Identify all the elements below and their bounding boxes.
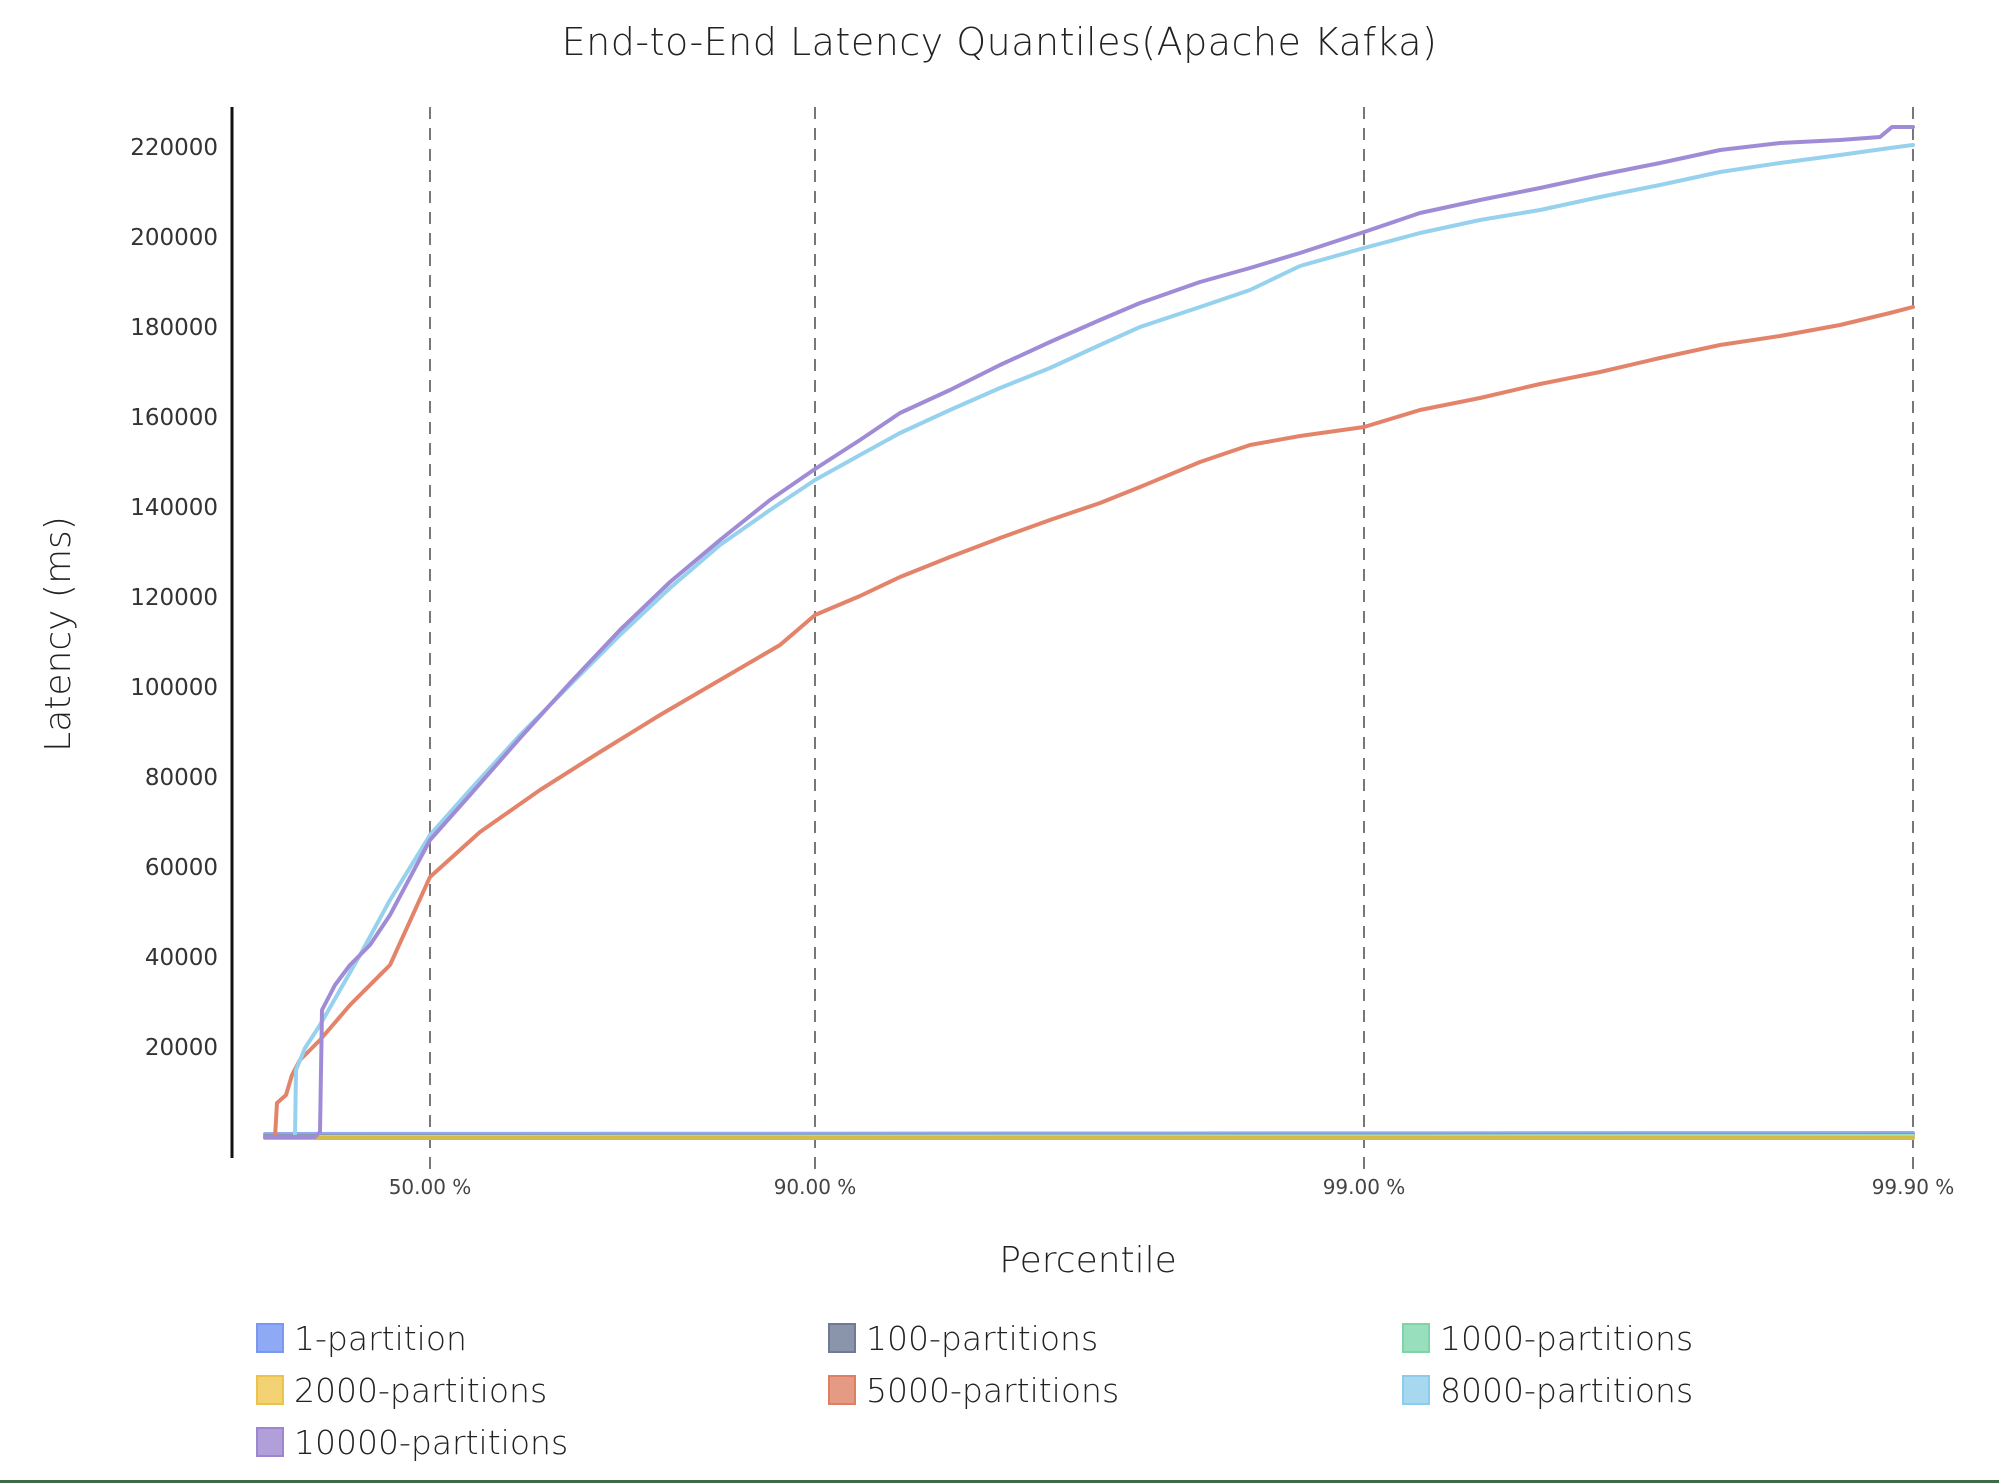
series-lines — [263, 125, 1915, 1140]
y-tick-label: 160000 — [130, 405, 218, 431]
gridlines — [429, 107, 1914, 1172]
legend-swatch — [256, 1427, 284, 1457]
y-tick-label: 120000 — [130, 585, 218, 611]
legend-swatch — [828, 1323, 856, 1353]
chart-title: End-to-End Latency Quantiles(Apache Kafk… — [561, 20, 1438, 64]
legend-item-100-partitions[interactable]: 100-partitions — [828, 1318, 1098, 1358]
legend-item-1-partition[interactable]: 1-partition — [256, 1318, 467, 1358]
legend-label: 8000-partitions — [1440, 1370, 1694, 1410]
y-axis-label: Latency (ms) — [38, 516, 79, 752]
y-tick-label: 140000 — [130, 495, 218, 521]
x-tick-label: 99.00 % — [1323, 1175, 1406, 1199]
legend-item-5000-partitions[interactable]: 5000-partitions — [828, 1370, 1119, 1410]
legend-item-2000-partitions[interactable]: 2000-partitions — [256, 1370, 547, 1410]
series-line-10000-partitions — [263, 125, 1915, 1139]
x-tick-label: 99.90 % — [1872, 1175, 1955, 1199]
x-axis-label: Percentile — [999, 1240, 1177, 1281]
legend-swatch — [828, 1375, 856, 1405]
legend-item-10000-partitions[interactable]: 10000-partitions — [256, 1422, 568, 1462]
x-tick-labels: 50.00 % 90.00 % 99.00 % 99.90 % — [389, 1175, 1955, 1199]
x-tick-label: 90.00 % — [774, 1175, 857, 1199]
y-tick-label: 180000 — [130, 315, 218, 341]
x-tick-label: 50.00 % — [389, 1175, 472, 1199]
series-line-8000-partitions — [263, 143, 1915, 1139]
legend-item-1000-partitions[interactable]: 1000-partitions — [1402, 1318, 1693, 1358]
y-tick-label: 40000 — [145, 945, 218, 971]
legend-swatch — [1402, 1323, 1430, 1353]
bottom-border — [0, 1480, 1999, 1483]
y-tick-label: 200000 — [130, 225, 218, 251]
legend-item-8000-partitions[interactable]: 8000-partitions — [1402, 1370, 1693, 1410]
y-tick-label: 220000 — [130, 135, 218, 161]
y-tick-label: 100000 — [130, 675, 218, 701]
legend-label: 1-partition — [294, 1318, 467, 1358]
legend-swatch — [256, 1375, 284, 1405]
legend-swatch — [1402, 1375, 1430, 1405]
legend-label: 100-partitions — [866, 1318, 1099, 1358]
legend-swatch — [256, 1323, 284, 1353]
legend-label: 5000-partitions — [866, 1370, 1120, 1410]
y-tick-label: 20000 — [145, 1035, 218, 1061]
legend-label: 2000-partitions — [294, 1370, 548, 1410]
y-tick-labels: 20000 40000 60000 80000 100000 120000 140000 16… — [130, 135, 218, 1061]
series-line-5000-partitions — [263, 305, 1915, 1139]
legend-label: 10000-partitions — [294, 1422, 569, 1462]
legend-label: 1000-partitions — [1440, 1318, 1694, 1358]
y-tick-label: 60000 — [145, 855, 218, 881]
y-tick-label: 80000 — [145, 765, 218, 791]
